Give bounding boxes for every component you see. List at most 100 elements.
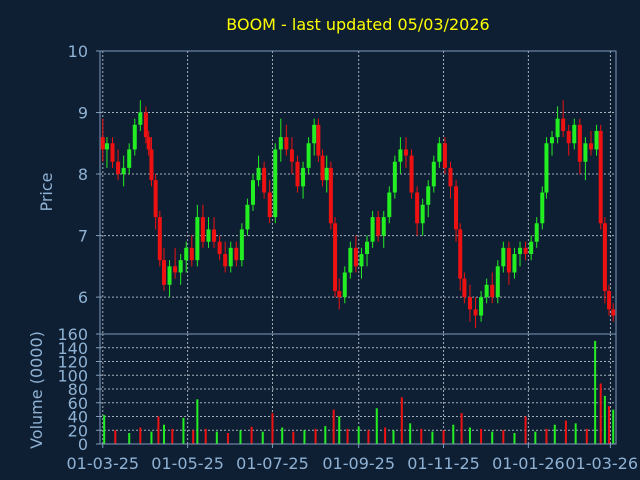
candle-body — [607, 290, 612, 310]
volume-bar — [545, 428, 548, 444]
price-tick-label: 7 — [78, 227, 88, 246]
volume-bar — [564, 420, 567, 444]
candle — [295, 155, 300, 193]
candle-body — [284, 137, 289, 150]
candle — [365, 235, 370, 267]
candle — [387, 186, 392, 224]
candle — [178, 254, 183, 285]
candle — [353, 235, 358, 273]
price-tick-label: 9 — [78, 104, 88, 123]
candle — [245, 198, 250, 236]
volume-bar — [103, 415, 106, 444]
candle — [437, 137, 442, 168]
volume-tick-label: 100 — [57, 366, 88, 385]
date-tick-label: 01-05-25 — [151, 454, 224, 473]
candle — [529, 235, 534, 261]
candle-body — [529, 241, 534, 255]
candle — [495, 260, 500, 304]
candle — [376, 210, 381, 242]
candle-body — [306, 143, 311, 168]
volume-bar — [292, 431, 295, 444]
candle — [250, 174, 255, 211]
candle-body — [245, 204, 250, 230]
candle — [195, 204, 200, 267]
volume-tick-label: 60 — [68, 394, 88, 413]
candle — [555, 106, 560, 144]
candle — [607, 284, 612, 316]
candle-body — [146, 137, 151, 150]
candle-body — [273, 149, 278, 218]
candle — [392, 155, 397, 199]
candle-body — [598, 130, 603, 224]
candle-body — [149, 149, 154, 181]
volume-bar — [128, 433, 131, 444]
candle-body — [167, 266, 172, 285]
candle-body — [217, 241, 222, 255]
candle-body — [189, 247, 194, 261]
candle-body — [381, 217, 386, 236]
candle — [239, 223, 244, 267]
candle-body — [342, 272, 347, 298]
volume-bar — [171, 428, 174, 444]
volume-tick-label: 0 — [78, 435, 88, 454]
volume-bar — [250, 426, 253, 444]
candle — [328, 161, 333, 230]
volume-bar — [139, 427, 142, 444]
candle — [398, 137, 403, 175]
candle — [611, 303, 616, 322]
candle-body — [289, 149, 294, 162]
candle — [153, 174, 158, 230]
candle-body — [523, 247, 528, 255]
candle-body — [572, 124, 577, 144]
volume-tick-label: 80 — [68, 380, 88, 399]
candle-body — [267, 192, 272, 218]
volume-bar — [192, 430, 195, 444]
candle-body — [484, 284, 489, 298]
candle — [256, 155, 261, 187]
candle-body — [473, 309, 478, 316]
candle-body — [454, 186, 459, 230]
volume-bar — [367, 430, 370, 444]
candle — [173, 247, 178, 279]
volume-bar — [420, 428, 423, 444]
candle-body — [228, 247, 233, 267]
candle-body — [458, 229, 463, 279]
candle-body — [387, 192, 392, 218]
volume-axis-label: Volume (0000) — [27, 331, 46, 449]
volume-bar — [460, 413, 463, 444]
volume-bar — [357, 426, 360, 444]
candle-body — [544, 143, 549, 193]
candle — [100, 118, 105, 162]
volume-bar — [553, 424, 556, 444]
candle — [594, 124, 599, 156]
volume-bar — [226, 433, 229, 444]
candle — [534, 217, 539, 248]
volume-bar — [452, 424, 455, 444]
candle — [381, 210, 386, 248]
volume-bar — [513, 433, 516, 444]
candle — [273, 143, 278, 224]
candle — [403, 137, 408, 168]
volume-bar — [314, 428, 317, 444]
candle-body — [320, 155, 325, 181]
volume-bar — [332, 409, 335, 444]
candle-body — [437, 143, 442, 162]
candle-body — [561, 118, 566, 131]
candle-body — [328, 167, 333, 224]
candle-body — [566, 130, 571, 144]
candle-body — [184, 247, 189, 261]
candle — [121, 155, 126, 187]
candle — [598, 124, 603, 230]
volume-bar — [114, 430, 117, 444]
candle — [312, 118, 317, 156]
candle-body — [200, 217, 205, 242]
candle — [409, 149, 414, 199]
candle-body — [212, 229, 217, 242]
candle — [116, 149, 121, 181]
candle-body — [365, 241, 370, 255]
candle — [316, 118, 321, 162]
candle-body — [415, 192, 420, 224]
date-tick-label: 01-01-26 — [492, 454, 565, 473]
price-axis-label: Price — [37, 172, 56, 211]
candle-body — [353, 247, 358, 267]
